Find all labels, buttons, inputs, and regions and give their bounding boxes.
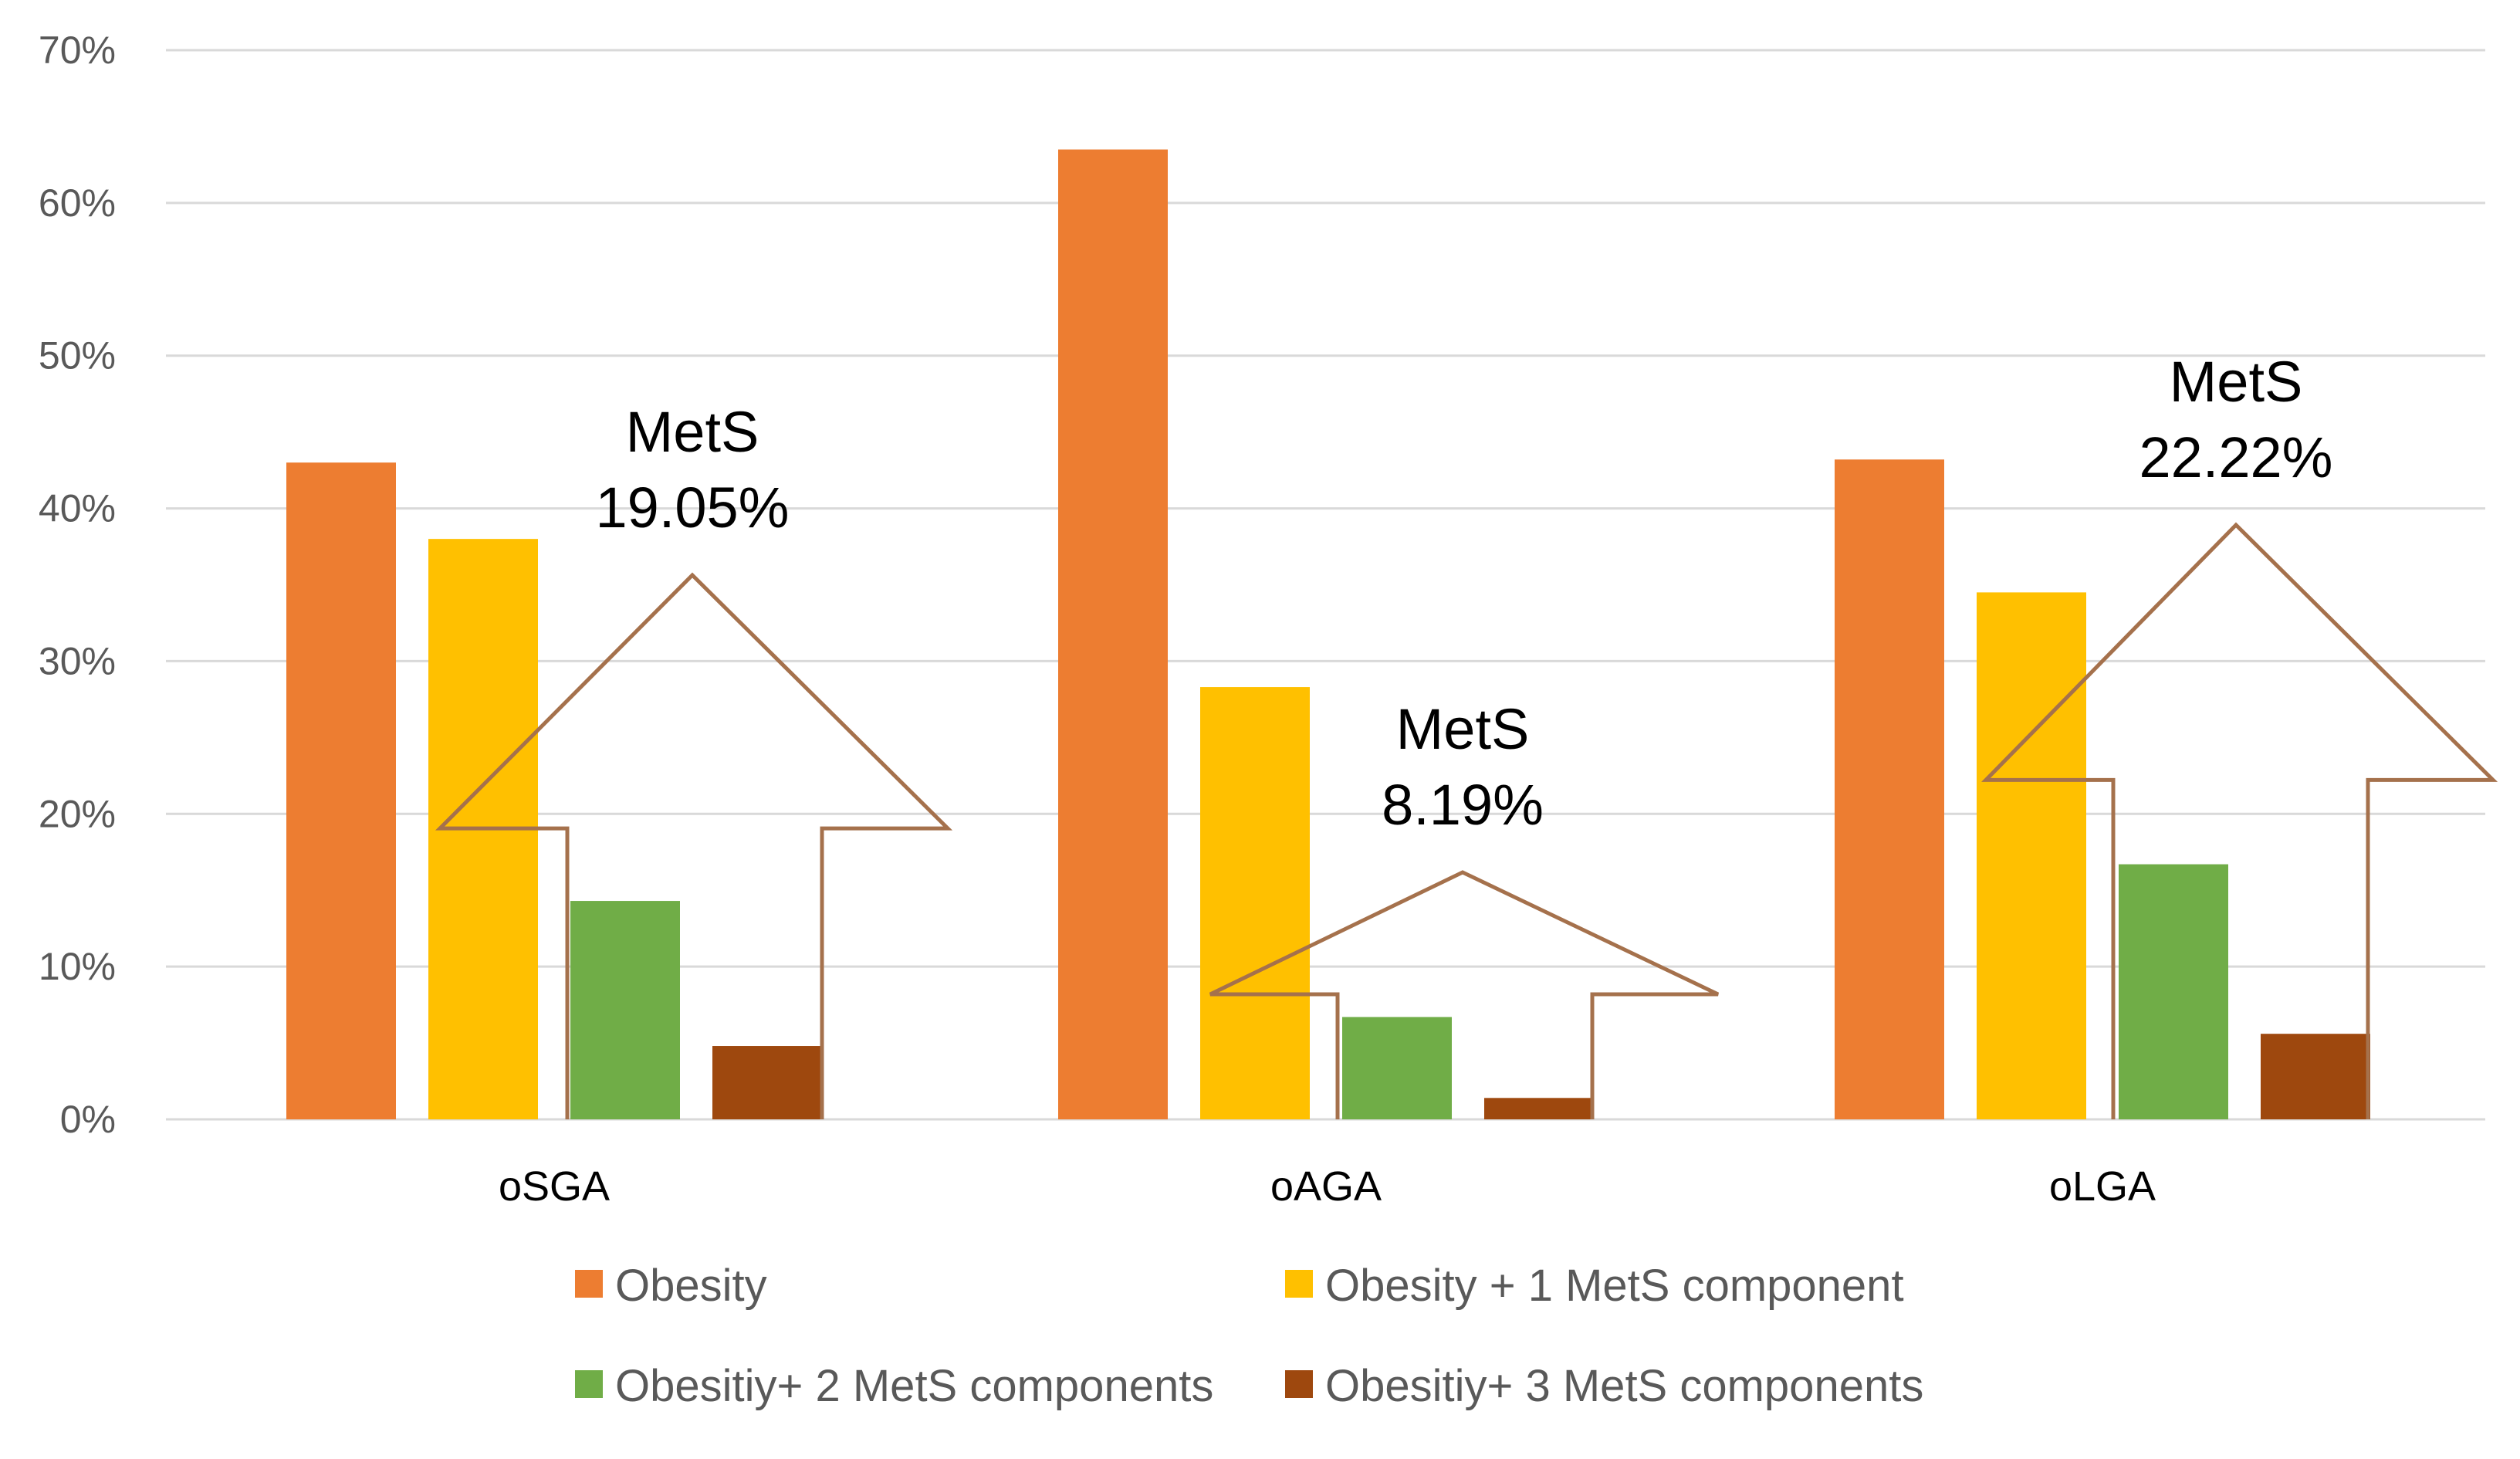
bar-oSGA-series-1 xyxy=(286,462,396,1119)
mets-percent: 8.19% xyxy=(1382,773,1544,837)
x-axis-labels: oSGA oAGA oLGA xyxy=(499,1163,2156,1210)
legend-swatch-series-3 xyxy=(575,1370,603,1398)
y-tick-label: 40% xyxy=(39,487,116,530)
legend-label: Obesity + 1 MetS component xyxy=(1325,1261,1904,1311)
mets-arrow-oAGA xyxy=(1209,870,1720,1119)
y-tick-label: 60% xyxy=(39,181,116,225)
legend-swatch-series-2 xyxy=(1285,1270,1313,1298)
x-tick-label: oLGA xyxy=(2049,1163,2156,1210)
bar-oAGA-series-4 xyxy=(1484,1098,1594,1119)
legend-swatch-series-1 xyxy=(575,1270,603,1298)
y-tick-label: 50% xyxy=(39,334,116,377)
y-axis-ticks: 0% 10% 20% 30% 40% 50% 60% 70% xyxy=(39,29,116,1141)
y-tick-label: 0% xyxy=(60,1098,116,1141)
legend-swatch-series-4 xyxy=(1285,1370,1313,1398)
mets-arrow-oLGA xyxy=(1981,522,2498,1119)
mets-percent: 19.05% xyxy=(596,476,790,540)
bar-oSGA-series-3 xyxy=(570,901,680,1119)
y-tick-label: 30% xyxy=(39,639,116,682)
y-tick-label: 20% xyxy=(39,792,116,835)
bar-oAGA-series-2 xyxy=(1200,687,1310,1119)
y-tick-label: 10% xyxy=(39,945,116,988)
legend: Obesity Obesity + 1 MetS component Obesiti… xyxy=(575,1261,1923,1411)
bar-oAGA-series-3 xyxy=(1342,1017,1452,1119)
x-tick-label: oSGA xyxy=(499,1163,610,1210)
bar-oLGA-series-1 xyxy=(1835,459,1944,1119)
mets-annotations: MetS 19.05% MetS 8.19% MetS 22.22% xyxy=(435,350,2498,1119)
bar-oLGA-series-4 xyxy=(2261,1034,2370,1119)
legend-label: Obesitiy+ 2 MetS components xyxy=(615,1361,1213,1411)
mets-label: MetS xyxy=(626,400,759,464)
mets-label: MetS xyxy=(2170,350,2303,414)
bars xyxy=(286,149,2370,1119)
mets-arrow-oSGA xyxy=(435,572,953,1119)
bar-oLGA-series-2 xyxy=(1977,592,2086,1119)
bar-oSGA-series-4 xyxy=(712,1046,822,1119)
bar-oLGA-series-3 xyxy=(2119,864,2228,1119)
mets-label: MetS xyxy=(1396,697,1530,761)
y-tick-label: 70% xyxy=(39,29,116,72)
mets-percent: 22.22% xyxy=(2139,425,2333,489)
legend-label: Obesitiy+ 3 MetS components xyxy=(1325,1361,1923,1411)
x-tick-label: oAGA xyxy=(1270,1163,1382,1210)
legend-label: Obesity xyxy=(615,1261,767,1311)
gridlines xyxy=(166,49,2485,1121)
bar-oAGA-series-1 xyxy=(1058,149,1168,1119)
